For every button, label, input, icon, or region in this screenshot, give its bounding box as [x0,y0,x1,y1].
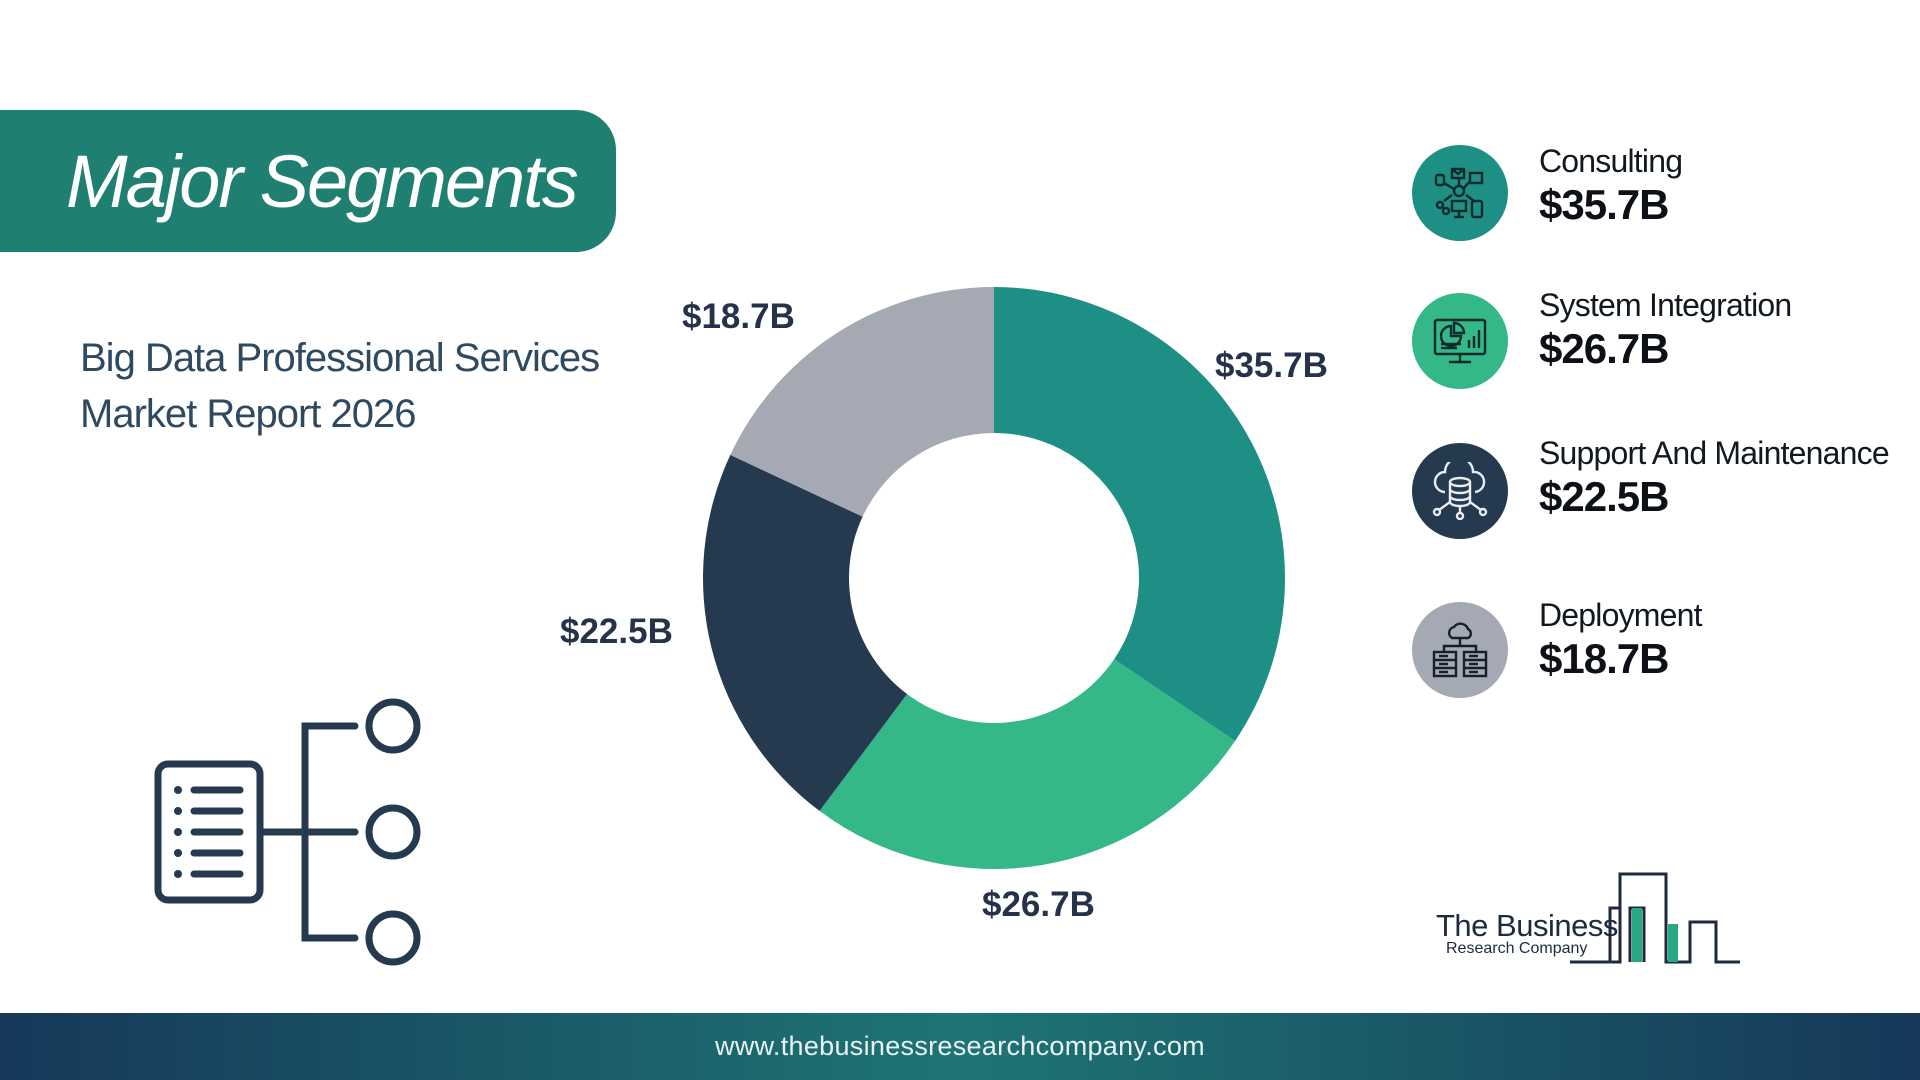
logo-text-line2: Research Company [1446,940,1588,957]
report-subtitle: Big Data Professional Services Market Re… [80,330,640,442]
subtitle-line-2: Market Report 2026 [80,392,417,436]
segments-tree-icon [154,698,421,966]
footer-url[interactable]: www.thebusinessresearchcompany.com [715,1031,1205,1061]
cloud-servers-icon [1432,622,1488,678]
legend-label-support-maintenance: Support And Maintenance [1539,435,1890,471]
donut-slice-deployment [730,287,994,517]
data-label-deployment: $18.7B [682,297,795,336]
legend-swatch [1412,145,1508,241]
legend-swatch [1412,443,1508,539]
network-devices-icon [1434,167,1484,219]
donut-slice-support-maintenance [703,454,908,811]
footer-bar: www.thebusinessresearchcompany.com [0,1013,1920,1080]
legend-value-support-maintenance: $22.5B [1539,473,1669,520]
data-label-support-maintenance: $22.5B [560,612,673,651]
logo-text-line1: The Business [1436,908,1618,943]
donut-slice-consulting [994,287,1285,741]
donut-slice-system-integration [819,659,1236,869]
subtitle-line-1: Big Data Professional Services [80,336,600,380]
legend-swatch [1412,602,1508,698]
title-banner: Major Segments [0,110,616,252]
data-label-consulting: $35.7B [1215,346,1328,385]
legend-label-system-integration: System Integration [1539,287,1792,323]
legend-label-consulting: Consulting [1539,143,1683,179]
legend-label-deployment: Deployment [1539,597,1703,633]
company-logo: The Business Research Company [1430,868,1750,968]
monitor-analytics-icon [1433,318,1487,364]
legend-value-system-integration: $26.7B [1539,325,1669,372]
logo-buildings-icon [1570,872,1740,964]
cloud-database-icon [1432,462,1488,520]
legend-swatch [1412,293,1508,389]
legend-value-deployment: $18.7B [1539,635,1669,682]
data-label-system-integration: $26.7B [982,885,1095,924]
page-title: Major Segments [66,139,579,223]
legend-value-consulting: $35.7B [1539,181,1669,228]
